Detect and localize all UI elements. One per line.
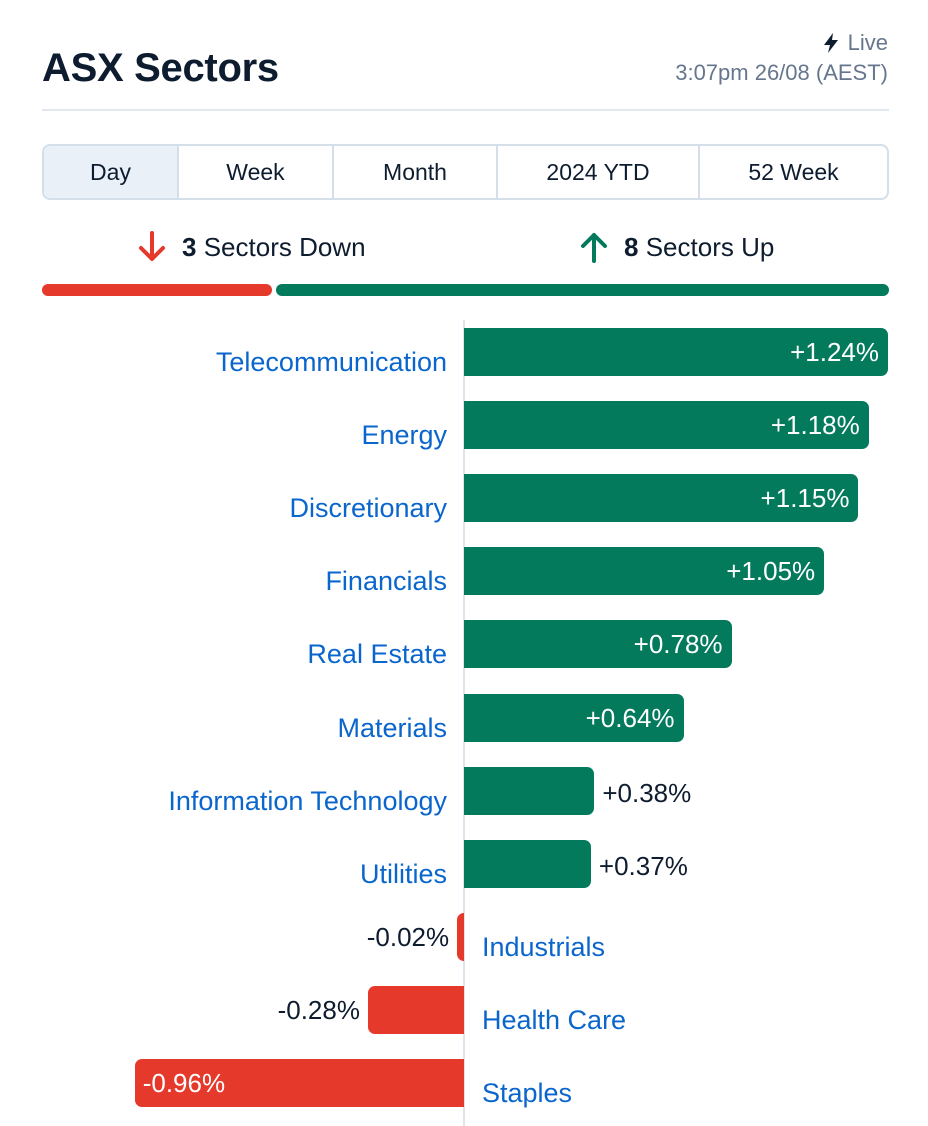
page-title: ASX Sectors xyxy=(42,46,279,90)
value-label-industrials: -0.02% xyxy=(366,922,450,952)
tab-day[interactable]: Day xyxy=(44,146,179,198)
value-label-health-care: -0.28% xyxy=(277,995,360,1025)
live-indicator: Live xyxy=(822,30,888,56)
sector-label-health-care[interactable]: Health Care xyxy=(482,1005,627,1035)
sectors-down-label: Sectors Down xyxy=(203,231,366,262)
bar-energy xyxy=(464,401,869,449)
value-label-information-technology: +0.38% xyxy=(602,778,692,808)
value-label-utilities: +0.37% xyxy=(598,851,688,881)
live-label: Live xyxy=(847,30,888,55)
sector-label-staples[interactable]: Staples xyxy=(482,1078,573,1108)
bar-discretionary xyxy=(464,474,859,522)
value-label-materials: +0.64% xyxy=(585,703,675,733)
sector-label-energy[interactable]: Energy xyxy=(361,420,447,450)
sectors-up-ratio-bar xyxy=(276,284,889,296)
bar-utilities xyxy=(464,840,591,888)
value-label-energy: +1.18% xyxy=(770,410,860,440)
sector-label-real-estate[interactable]: Real Estate xyxy=(307,639,447,669)
value-label-financials: +1.05% xyxy=(726,556,816,586)
arrow-up-icon xyxy=(581,233,607,263)
timestamp: 3:07pm 26/08 (AEST) xyxy=(675,60,888,85)
value-label-real-estate: +0.78% xyxy=(633,629,723,659)
value-label-telecommunication: +1.24% xyxy=(790,337,879,367)
sector-label-financials[interactable]: Financials xyxy=(325,566,447,596)
sectors-up-count: 8 xyxy=(624,231,639,262)
bar-materials xyxy=(464,694,684,742)
value-label-discretionary: +1.15% xyxy=(760,483,850,513)
tab-month[interactable]: Month xyxy=(334,146,498,198)
sectors-down-ratio-bar xyxy=(42,284,272,296)
bar-telecommunication xyxy=(464,328,888,376)
tab-week[interactable]: Week xyxy=(179,146,334,198)
sector-label-information-technology[interactable]: Information Technology xyxy=(168,786,447,816)
period-tabs: Day Week Month 2024 YTD 52 Week xyxy=(42,144,889,200)
sector-label-discretionary[interactable]: Discretionary xyxy=(289,493,447,523)
bar-real-estate xyxy=(464,620,732,668)
bar-financials xyxy=(464,547,825,595)
sectors-up-label: Sectors Up xyxy=(645,231,775,262)
lightning-icon xyxy=(823,33,838,53)
bar-information-technology xyxy=(464,767,595,815)
sectors-down-count: 3 xyxy=(182,231,197,262)
header-divider xyxy=(42,109,889,111)
sector-label-telecommunication[interactable]: Telecommunication xyxy=(215,347,447,377)
bar-health-care xyxy=(367,986,464,1034)
bar-staples xyxy=(134,1059,464,1107)
tab-52-week[interactable]: 52 Week xyxy=(748,158,839,185)
bar-industrials xyxy=(457,913,464,961)
arrow-down-icon xyxy=(139,231,165,261)
sectors-down-summary: 3 Sectors Down xyxy=(136,230,366,264)
sector-label-industrials[interactable]: Industrials xyxy=(482,932,606,962)
tab-2024-ytd[interactable]: 2024 YTD xyxy=(498,146,700,198)
sector-label-materials[interactable]: Materials xyxy=(337,713,447,743)
sector-label-utilities[interactable]: Utilities xyxy=(359,859,447,889)
value-label-staples: -0.96% xyxy=(142,1068,226,1098)
sectors-up-summary: 8 Sectors Up xyxy=(578,230,774,264)
